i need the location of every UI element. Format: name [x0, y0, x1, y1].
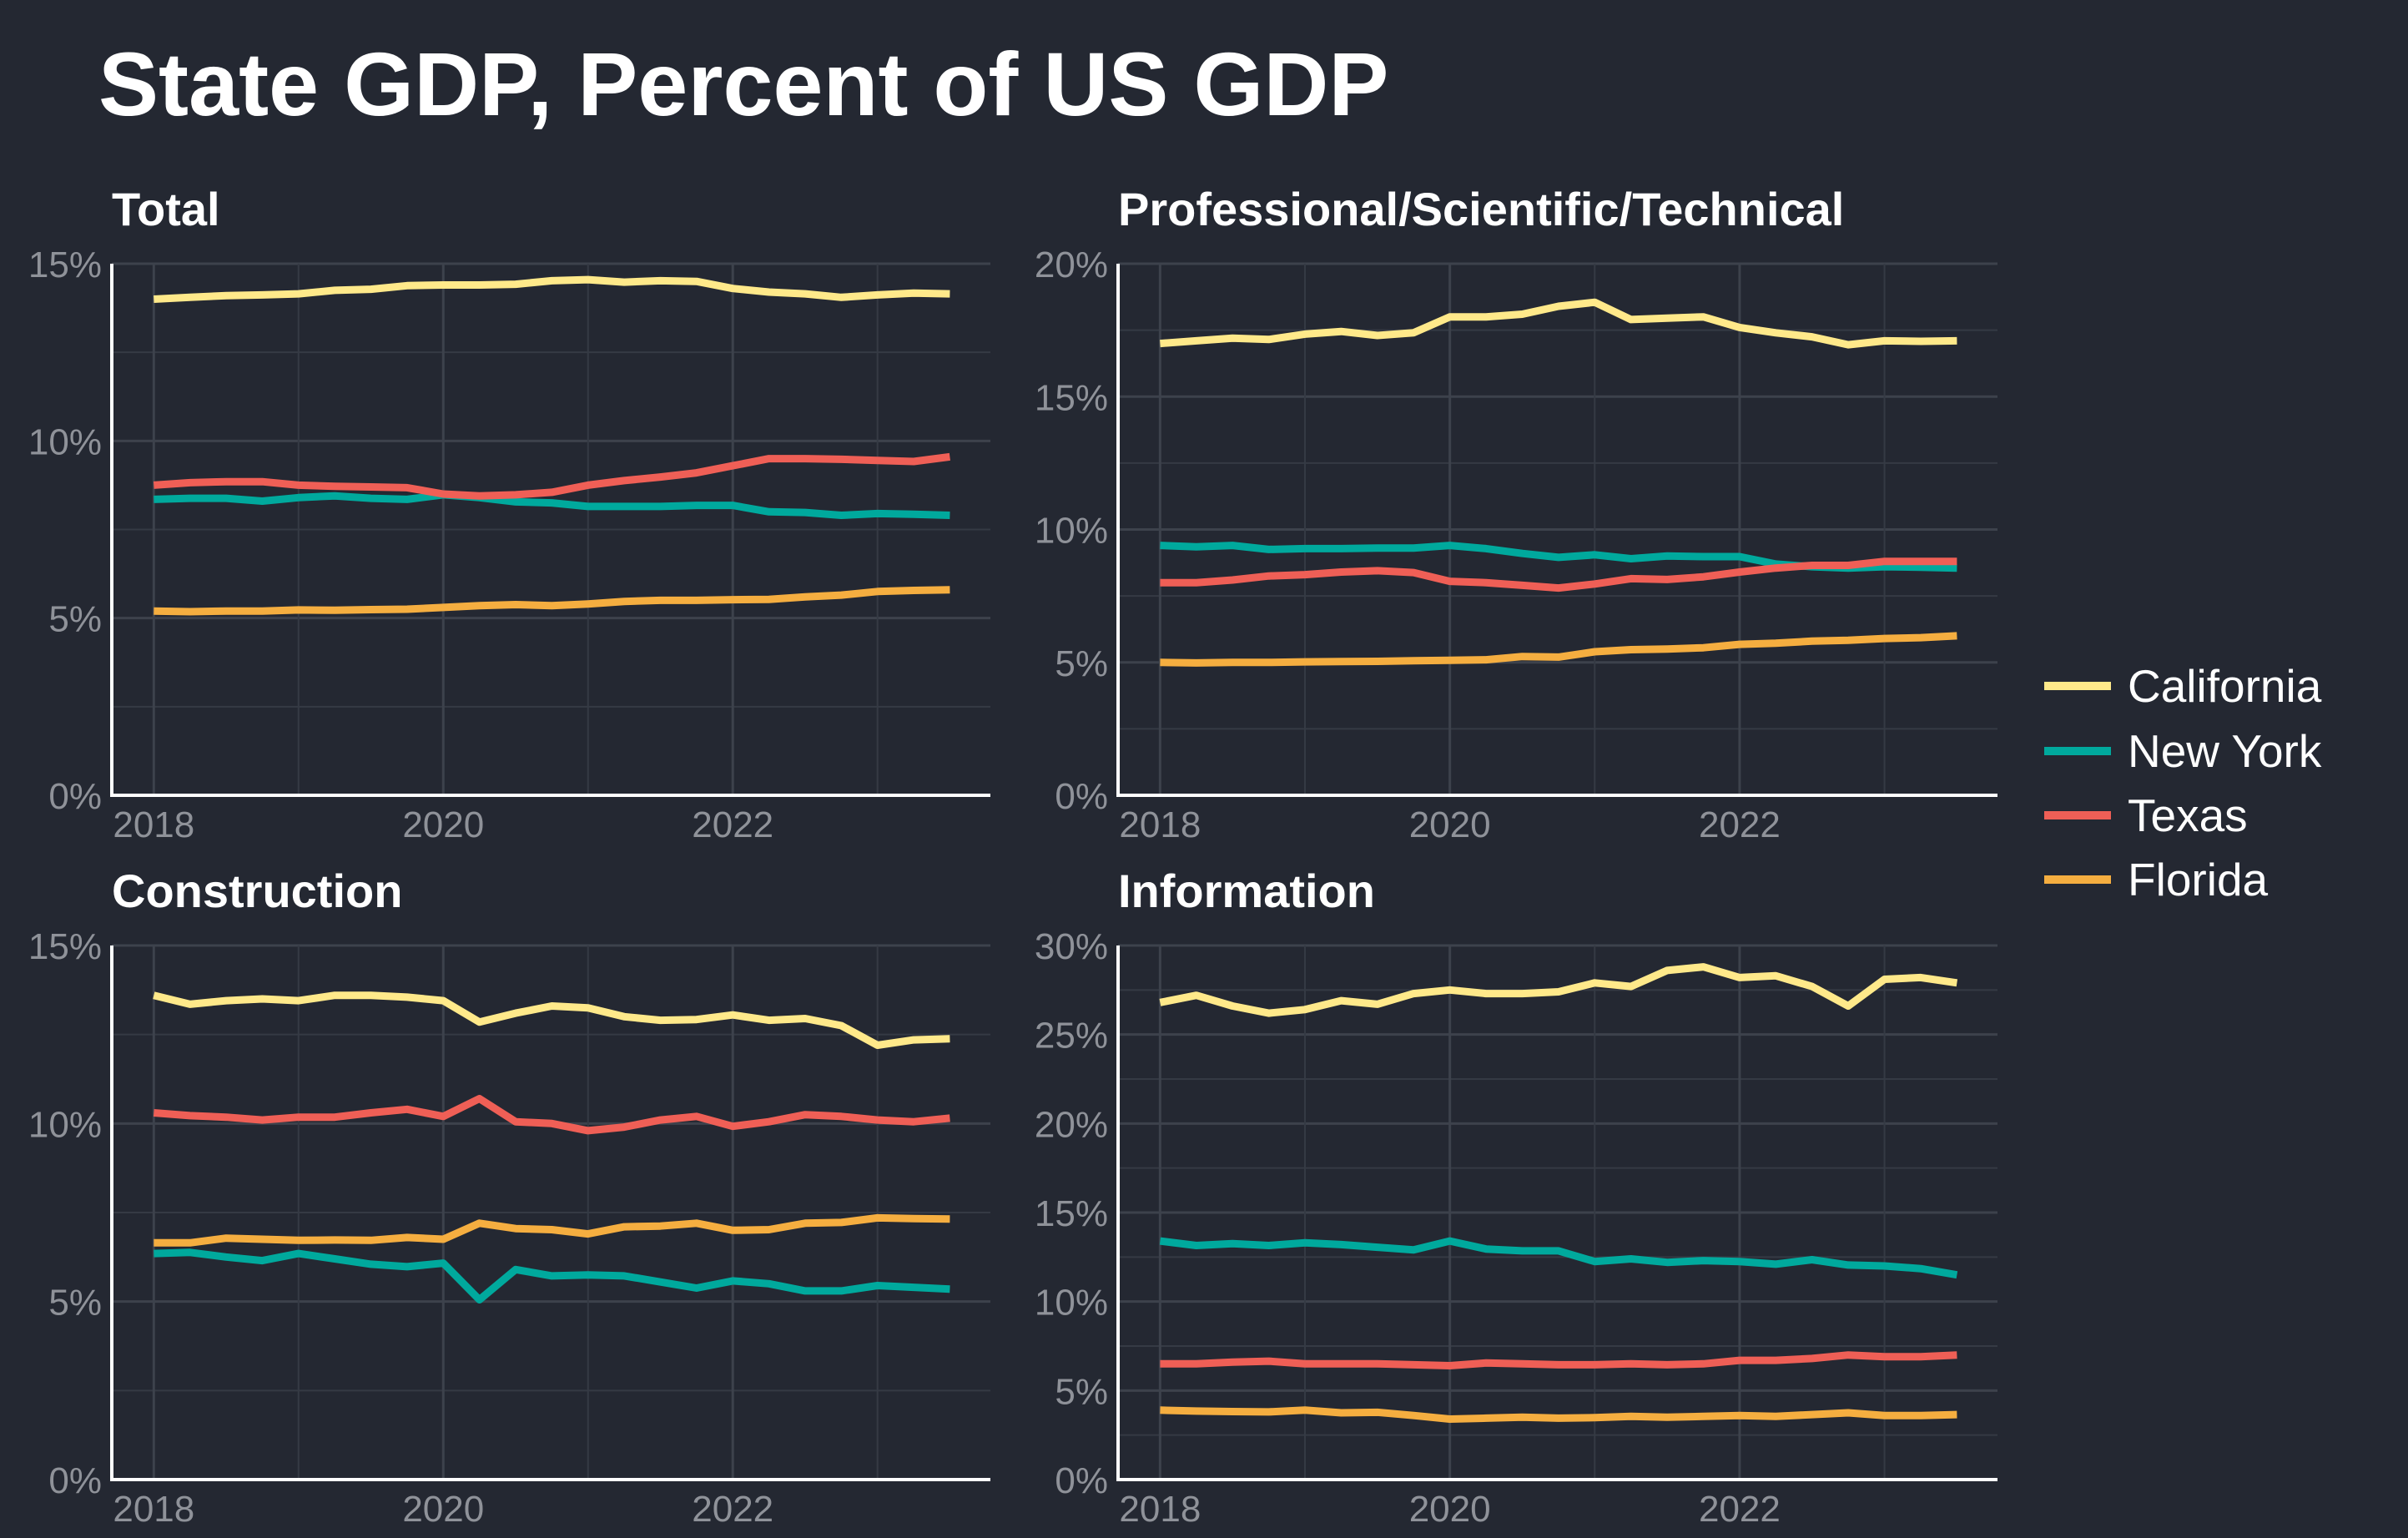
- panel-professional-scientific-technical: 0% 5% 10% 15% 20% 2018 2020 2022 Professional/Sc…: [1035, 183, 1997, 845]
- x-tick-label: 2018: [1119, 804, 1201, 845]
- x-tick-label: 2018: [113, 1489, 194, 1530]
- panel-title: Construction: [112, 865, 402, 917]
- series-line-florida: [154, 1213, 950, 1247]
- series-line-florida: [154, 586, 950, 616]
- x-tick-label: 2022: [692, 804, 773, 845]
- y-tick-label: 10%: [28, 1104, 102, 1145]
- y-tick-label: 15%: [1035, 1193, 1108, 1234]
- x-tick-label: 2022: [1699, 804, 1781, 845]
- panel-title: Total: [112, 183, 220, 235]
- series-line-florida: [1160, 632, 1957, 667]
- x-tick-label: 2020: [402, 1489, 484, 1530]
- y-tick-label: 10%: [28, 421, 102, 462]
- series-line-california: [1160, 298, 1957, 349]
- x-tick-label: 2020: [402, 804, 484, 845]
- x-tick-label: 2022: [692, 1489, 773, 1530]
- series-line-texas: [1160, 557, 1957, 593]
- series-line-texas: [1160, 1351, 1957, 1369]
- legend-label: Texas: [2128, 789, 2248, 841]
- legend-item-california: California: [2044, 660, 2322, 712]
- y-tick-label: 15%: [28, 926, 102, 967]
- series-line-california: [154, 275, 950, 303]
- legend-item-texas: Texas: [2044, 789, 2248, 841]
- y-tick-label: 5%: [48, 1283, 102, 1324]
- panel-title: Professional/Scientific/Technical: [1118, 183, 1844, 235]
- y-tick-label: 20%: [1035, 1104, 1108, 1145]
- series-line-new-york: [154, 1248, 950, 1304]
- x-tick-label: 2020: [1409, 804, 1491, 845]
- y-tick-label: 0%: [1055, 776, 1108, 817]
- x-tick-label: 2020: [1409, 1489, 1491, 1530]
- y-tick-label: 15%: [28, 245, 102, 285]
- legend-item-new-york: New York: [2044, 725, 2322, 777]
- series-line-new-york: [1159, 1237, 1958, 1279]
- series-line-texas: [153, 452, 950, 500]
- y-tick-label: 5%: [1055, 1371, 1108, 1412]
- legend-label: Florida: [2128, 854, 2269, 905]
- series-line-california: [1159, 963, 1958, 1017]
- y-tick-label: 5%: [1055, 643, 1108, 684]
- y-tick-label: 20%: [1035, 245, 1108, 285]
- y-tick-label: 10%: [1035, 511, 1108, 552]
- series-line-new-york: [154, 491, 950, 519]
- y-tick-label: 15%: [1035, 377, 1108, 418]
- panel-title: Information: [1118, 865, 1375, 917]
- y-tick-label: 25%: [1035, 1016, 1108, 1056]
- panel-information: 0% 5% 10% 15% 20% 25% 30% 2018 2020 2022 Informati…: [1035, 865, 1997, 1530]
- series-line-texas: [153, 1095, 950, 1135]
- series-line-florida: [1160, 1406, 1957, 1423]
- chart-title: State GDP, Percent of US GDP: [98, 33, 1389, 134]
- legend: California New York Texas Florida: [2044, 660, 2322, 905]
- x-tick-label: 2018: [113, 804, 194, 845]
- panel-construction: 0% 5% 10% 15% 2018 2020 2022 Construction: [28, 865, 990, 1530]
- x-tick-label: 2022: [1699, 1489, 1781, 1530]
- y-tick-label: 0%: [48, 776, 102, 817]
- y-tick-label: 0%: [48, 1460, 102, 1501]
- x-tick-label: 2018: [1119, 1489, 1201, 1530]
- legend-item-florida: Florida: [2044, 854, 2269, 905]
- legend-label: California: [2128, 660, 2322, 712]
- panel-total: 0% 5% 10% 15% 2018 2020 2022 Total: [28, 183, 990, 845]
- y-tick-label: 5%: [48, 599, 102, 640]
- y-tick-label: 0%: [1055, 1460, 1108, 1501]
- legend-label: New York: [2128, 725, 2322, 777]
- y-tick-label: 30%: [1035, 926, 1108, 967]
- series-line-california: [153, 991, 950, 1049]
- y-tick-label: 10%: [1035, 1283, 1108, 1324]
